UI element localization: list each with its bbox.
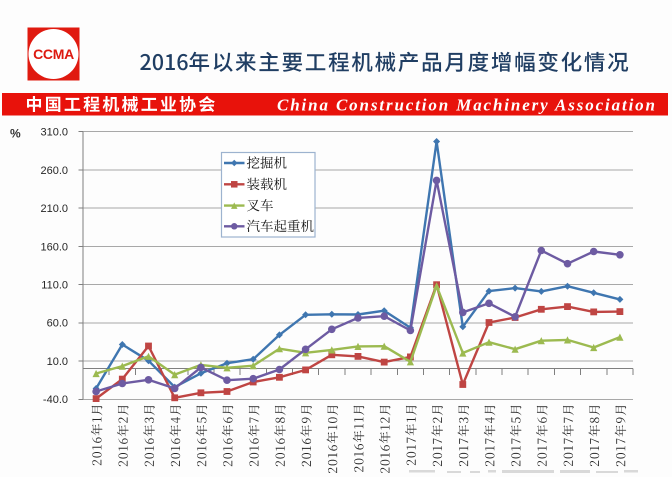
svg-text:210.0: 210.0: [40, 203, 68, 215]
svg-text:260.0: 260.0: [40, 165, 68, 177]
svg-text:CCMA: CCMA: [33, 46, 74, 62]
svg-text:-40.0: -40.0: [43, 394, 68, 406]
svg-text:60.0: 60.0: [47, 318, 68, 330]
svg-text:10.0: 10.0: [47, 356, 68, 368]
svg-text:China Construction Machinery A: China Construction Machinery Association: [277, 96, 655, 115]
svg-text:110.0: 110.0: [41, 280, 68, 292]
svg-text:%: %: [10, 127, 21, 141]
svg-text:160.0: 160.0: [40, 241, 68, 253]
svg-text:310.0: 310.0: [40, 127, 68, 139]
